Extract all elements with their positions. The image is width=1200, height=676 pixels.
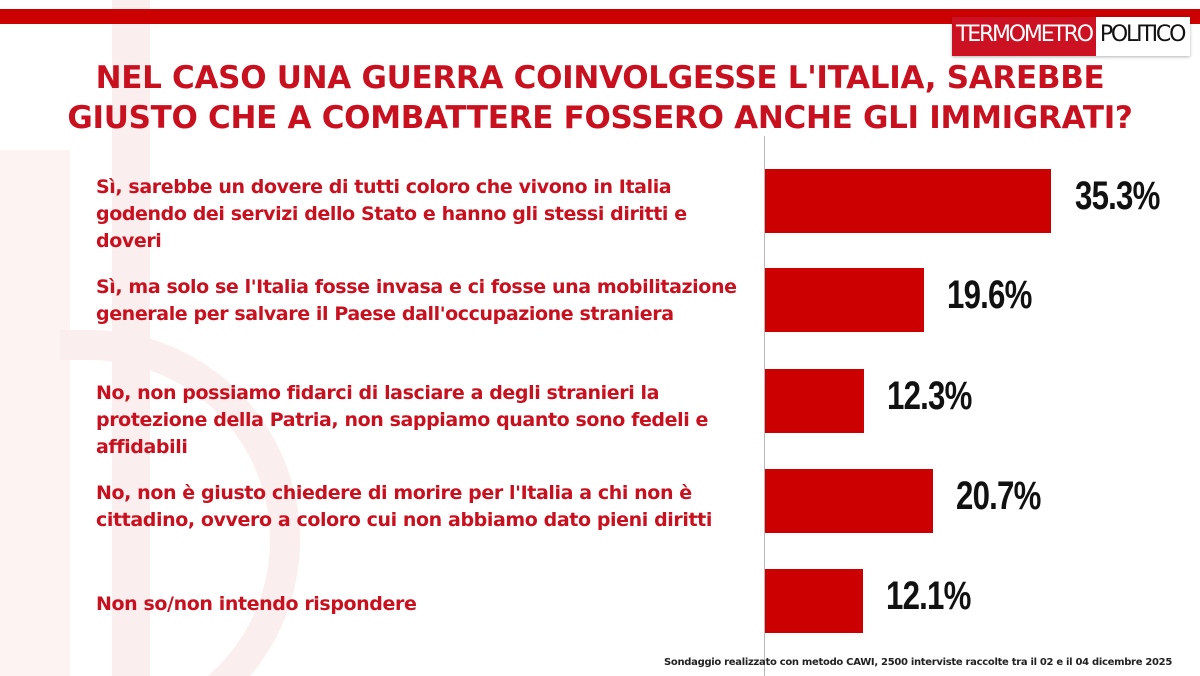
logo-part-1: TERMOMETRO — [952, 17, 1096, 56]
bar-1 — [765, 169, 1051, 233]
top-stripe — [0, 9, 1200, 24]
answer-label-1: Sì, sarebbe un dovere di tutti coloro ch… — [96, 176, 687, 252]
methodology-footnote: Sondaggio realizzato con metodo CAWI, 25… — [663, 657, 1172, 668]
answer-label-3: No, non possiamo fidarci di lasciare a d… — [96, 382, 709, 458]
logo: TERMOMETRO POLITICO — [952, 17, 1191, 56]
bar-2 — [765, 268, 924, 332]
value-label-1: 35.3% — [1075, 174, 1160, 218]
answer-label-4: No, non è giusto chiedere di morire per … — [96, 482, 712, 531]
value-label-2: 19.6% — [947, 273, 1032, 317]
value-label-3: 12.3% — [887, 374, 972, 418]
answer-label-5: Non so/non intendo rispondere — [96, 593, 417, 615]
chart-title-line-2: GIUSTO CHE A COMBATTERE FOSSERO ANCHE GL… — [67, 100, 1133, 136]
watermark-block — [0, 150, 70, 676]
bar-5 — [765, 569, 863, 633]
logo-part-2: POLITICO — [1095, 17, 1191, 56]
y-axis-line — [764, 136, 765, 676]
bar-3 — [765, 369, 864, 433]
bar-4 — [765, 469, 933, 533]
value-label-4: 20.7% — [956, 474, 1041, 518]
chart-title-line-1: NEL CASO UNA GUERRA COINVOLGESSE L'ITALI… — [95, 60, 1105, 96]
answer-label-2: Sì, ma solo se l'Italia fosse invasa e c… — [96, 276, 737, 325]
value-label-5: 12.1% — [886, 574, 971, 618]
